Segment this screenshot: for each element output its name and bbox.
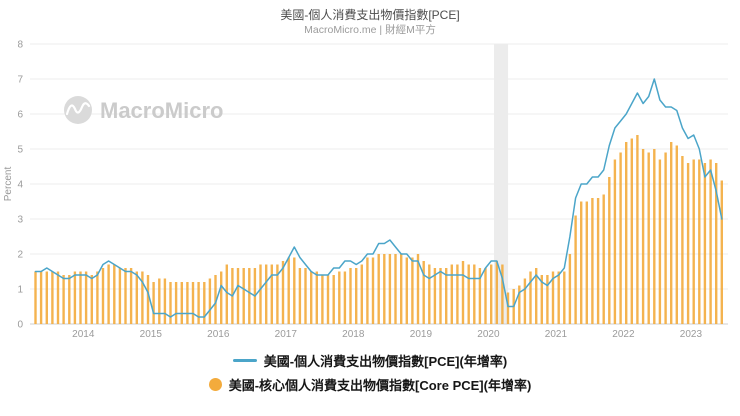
y-tick-label: 3	[17, 215, 23, 226]
legend-label-pce: 美國-個人消費支出物價指數[PCE](年增率)	[263, 354, 508, 369]
wave-logo-icon	[65, 102, 91, 116]
y-axis-title: Percent	[3, 167, 14, 202]
chart-title: 美國-個人消費支出物價指數[PCE]	[280, 8, 460, 22]
line-series-marker-icon	[232, 359, 257, 362]
x-tick-label: 2021	[545, 329, 568, 340]
y-tick-label: 2	[17, 250, 23, 261]
chart-subtitle: MacroMicro.me | 財經M平方	[304, 24, 436, 36]
legend-item-core-pce[interactable]: 美國-核心個人消費支出物價指數[Core PCE](年增率)	[208, 375, 532, 394]
chart-legend: 美國-個人消費支出物價指數[PCE](年增率) 美國-核心個人消費支出物價指數[…	[0, 351, 740, 394]
pce-line	[34, 78, 723, 318]
y-tick-label: 0	[17, 320, 23, 331]
legend-item-pce[interactable]: 美國-個人消費支出物價指數[PCE](年增率)	[232, 351, 508, 370]
y-tick-label: 6	[17, 110, 23, 121]
core-pce-bars	[34, 135, 723, 324]
chart-header: 美國-個人消費支出物價指數[PCE] MacroMicro.me | 財經M平方	[0, 0, 740, 38]
x-tick-label: 2019	[410, 329, 433, 340]
y-tick-label: 1	[17, 285, 23, 296]
watermark-text: MacroMicro	[100, 98, 223, 123]
x-tick-label: 2022	[612, 329, 635, 340]
chart-svg[interactable]: 0 1 2 3 4 5 6 7 8 MacroMicro 2014 2015 2016 2017 2018 2…	[0, 38, 740, 344]
x-tick-label: 2017	[275, 329, 298, 340]
x-tick-label: 2016	[207, 329, 230, 340]
y-tick-label: 5	[17, 145, 23, 156]
y-tick-label: 4	[17, 180, 23, 191]
x-tick-label: 2018	[342, 329, 365, 340]
y-tick-label: 7	[17, 75, 23, 86]
x-tick-label: 2023	[680, 329, 703, 340]
macromicro-watermark: MacroMicro	[64, 96, 223, 124]
bar-series-marker-icon	[208, 378, 222, 391]
y-tick-label: 8	[17, 40, 23, 51]
x-tick-label: 2014	[72, 329, 95, 340]
x-tick-label: 2015	[140, 329, 163, 340]
x-tick-label: 2020	[477, 329, 500, 340]
legend-label-core-pce: 美國-核心個人消費支出物價指數[Core PCE](年增率)	[228, 378, 532, 393]
